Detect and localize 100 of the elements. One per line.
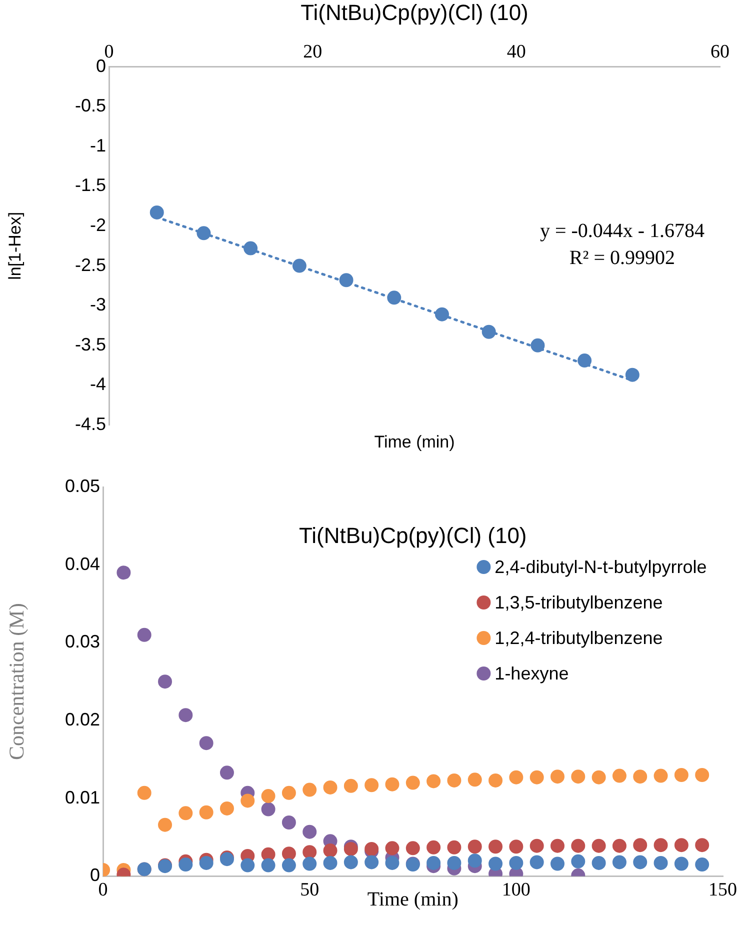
point [447,856,462,870]
x-tick-label: 20 [303,41,322,62]
point [344,855,358,870]
y-tick-label: 0.04 [64,554,100,574]
point [447,840,462,854]
point [385,777,400,792]
point [633,770,648,784]
point [199,736,214,750]
point [426,774,441,788]
point [137,628,152,642]
text: Ti(NtBu)Cp(py)(Cl) (10) [299,523,527,548]
point [571,854,586,868]
point [592,838,606,853]
point [158,818,172,832]
point [261,789,276,804]
point [261,858,276,872]
point [578,354,592,368]
point [654,768,668,783]
point [282,846,296,861]
point [633,855,648,870]
point [387,290,402,305]
y-tick-label: -3 [90,294,106,315]
point [654,856,668,870]
point [550,838,564,853]
x-tick-label: 40 [506,41,526,62]
y-tick-label: -1 [90,135,106,156]
x-tick-label: 50 [300,880,320,901]
x-tick-label: 100 [502,880,530,901]
point [240,794,255,808]
point [468,840,482,854]
point [674,838,688,852]
point [550,856,564,871]
point [385,856,400,870]
point [323,844,338,858]
y-tick-label: 0.03 [64,632,100,652]
y-tick-label: -1.5 [74,175,106,196]
point [435,307,450,322]
point [302,824,317,839]
point [199,856,214,870]
y-tick-label: -2 [90,214,106,235]
point [150,205,164,220]
x-tick-label: 60 [710,41,730,62]
point [426,856,441,870]
point [674,856,688,871]
y-tick-label: 0.02 [64,709,100,730]
point [137,786,152,800]
point [339,273,354,288]
point [302,856,317,871]
y-tick-label: -2.5 [74,254,106,275]
point [488,840,503,854]
point [364,842,379,856]
point [116,566,131,580]
point [482,324,496,339]
point [488,773,503,788]
point [220,766,234,780]
point [612,855,626,870]
point [633,838,648,852]
x-axis-title: Time (min) [374,432,455,452]
point [426,840,441,854]
point [385,841,400,856]
y-axis-title: Concentration (M) [4,603,29,760]
chart-title: Ti(NtBu)Cp(py)(Cl) (10) [300,0,528,26]
point [323,780,338,794]
point [571,838,586,853]
x-tick-label: 150 [708,880,737,901]
point [406,776,420,790]
point [292,258,306,273]
point [571,770,586,784]
point [695,858,710,872]
point [302,782,317,797]
point [592,770,606,784]
x-axis-title: Time (min) [367,888,458,910]
point [244,241,258,256]
point [468,854,482,868]
point [364,778,379,792]
y-tick-label: 0 [90,865,100,886]
legend-label: 1,3,5-tributylbenzene [494,592,663,612]
point [302,845,317,860]
point [674,768,688,782]
point [530,838,544,853]
legend-label: 2,4-dibutyl-N-t-butylpyrrole [494,556,707,577]
y-tick-label: 0 [96,56,106,76]
y-tick-label: -0.5 [74,96,106,116]
y-tick-label: 0.05 [64,476,100,496]
point [468,772,482,787]
point [530,338,545,352]
point [220,801,234,816]
point [550,770,564,784]
point [178,708,193,722]
point [612,768,626,783]
point [488,856,503,871]
point [509,770,524,784]
point [323,856,338,870]
y-tick-label: -3.5 [74,334,106,354]
point [282,815,296,830]
point [364,855,379,870]
point [282,858,296,872]
point [158,674,172,689]
point [282,786,296,800]
point [530,770,544,784]
